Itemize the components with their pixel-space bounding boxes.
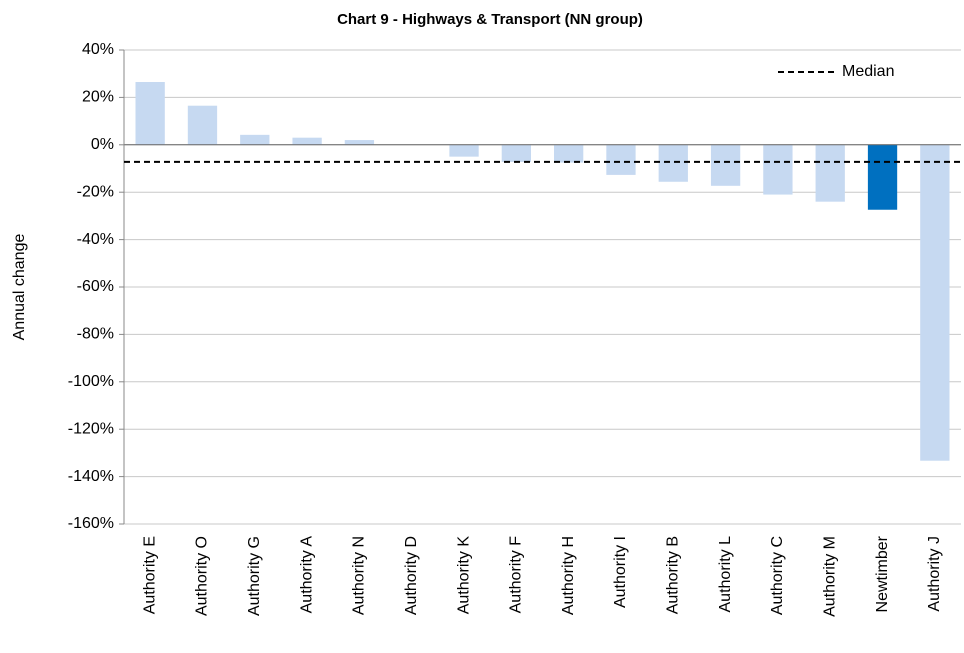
x-tick-label: Authority I xyxy=(612,536,629,608)
x-tick-label: Authority B xyxy=(665,536,682,614)
bar xyxy=(344,140,375,145)
y-tick-label: -160% xyxy=(68,515,114,532)
x-tick-label: Newtimber xyxy=(874,535,891,612)
bar xyxy=(606,144,636,175)
bar xyxy=(449,144,479,157)
bar xyxy=(867,144,898,210)
x-tick-label: Authority F xyxy=(508,536,525,614)
x-tick-label: Authority G xyxy=(246,536,263,616)
bar xyxy=(240,134,270,145)
y-tick-label: -20% xyxy=(77,183,114,200)
x-tick-label: Authority A xyxy=(298,536,315,614)
x-tick-label: Authority J xyxy=(926,536,943,612)
y-tick-label: -40% xyxy=(77,231,114,248)
bar xyxy=(710,144,741,186)
y-tick-label: 40% xyxy=(82,41,114,58)
bar xyxy=(763,144,793,195)
x-tick-label: Authority D xyxy=(403,536,420,615)
y-tick-label: -60% xyxy=(77,278,114,295)
bar xyxy=(292,137,322,145)
bar xyxy=(815,144,845,202)
x-tick-label: Authority M xyxy=(821,536,838,617)
bar xyxy=(187,105,218,145)
x-tick-label: Authority C xyxy=(769,536,786,615)
bar xyxy=(920,144,950,461)
bar xyxy=(135,81,165,145)
bar xyxy=(501,144,531,162)
bar xyxy=(658,144,688,182)
y-tick-label: -100% xyxy=(68,373,114,390)
y-tick-label: 0% xyxy=(91,136,114,153)
x-tick-label: Authority L xyxy=(717,536,734,613)
legend-label: Median xyxy=(842,63,894,80)
x-tick-label: Authority N xyxy=(351,536,368,615)
y-tick-label: 20% xyxy=(82,89,114,106)
y-tick-label: -140% xyxy=(68,468,114,485)
x-tick-label: Authority H xyxy=(560,536,577,615)
y-axis-label: Annual change xyxy=(11,234,28,341)
x-tick-label: Authority O xyxy=(194,536,211,616)
y-tick-label: -120% xyxy=(68,420,114,437)
y-tick-label: -80% xyxy=(77,326,114,343)
x-tick-label: Authority K xyxy=(455,536,472,615)
bar xyxy=(554,144,584,163)
x-tick-label: Authority E xyxy=(141,536,158,614)
chart-title: Chart 9 - Highways & Transport (NN group… xyxy=(337,11,643,28)
